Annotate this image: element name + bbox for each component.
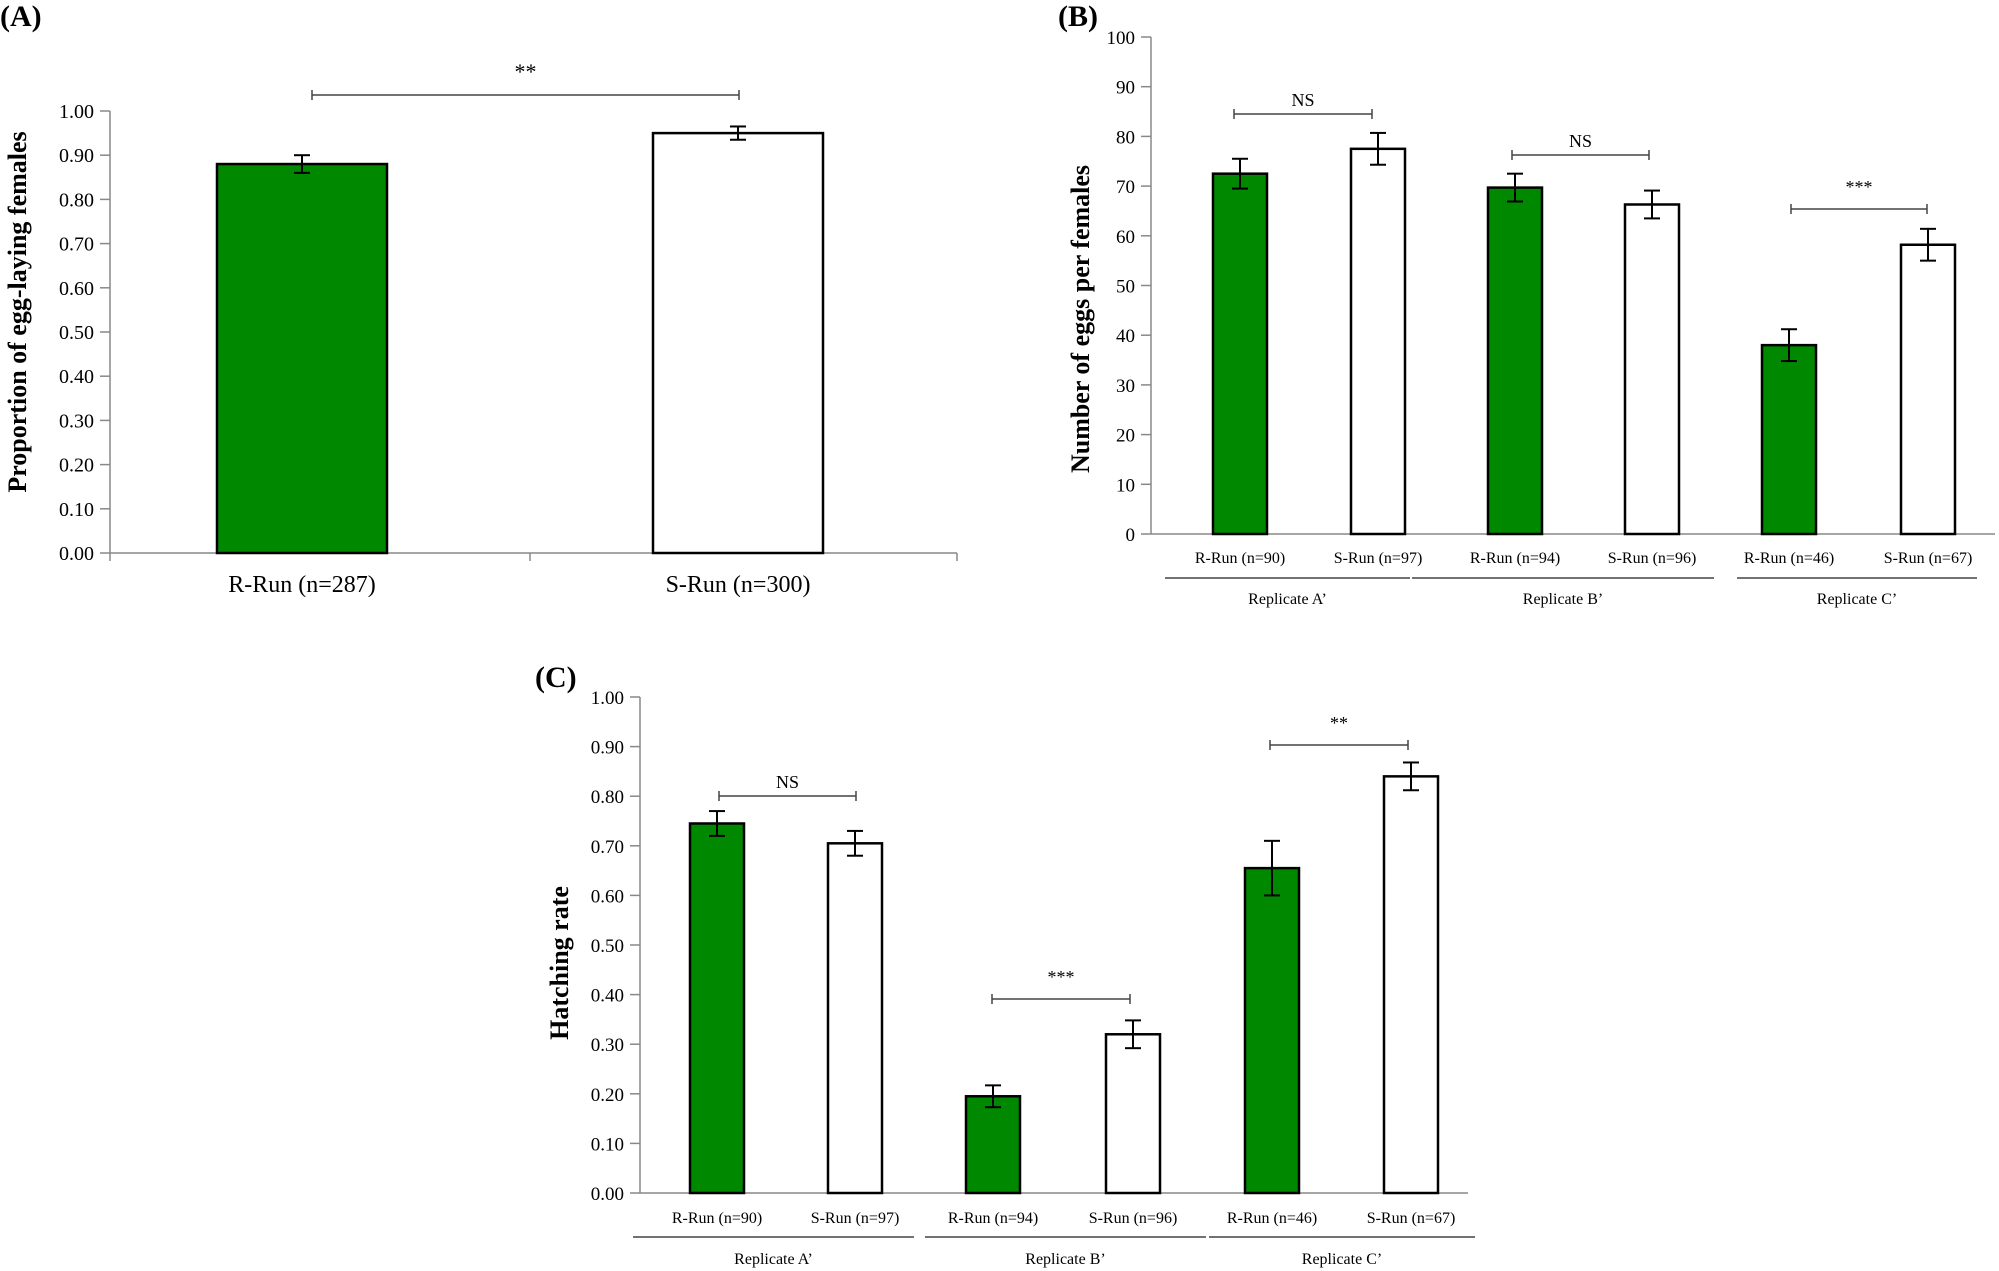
y-tick-label: 0.50 <box>59 322 94 344</box>
group-label: Replicate C’ <box>1302 1251 1382 1268</box>
significance-label: *** <box>1846 177 1873 197</box>
significance-label: NS <box>1569 131 1592 151</box>
y-tick-label: 0.60 <box>59 278 94 300</box>
y-tick-label: 0.30 <box>591 1035 624 1056</box>
x-category-label: R-Run (n=94) <box>1470 550 1560 567</box>
y-tick-label: 0.20 <box>591 1085 624 1106</box>
bar-s-run <box>651 131 825 555</box>
bar-s-run <box>1382 775 1440 1195</box>
x-category-label: S-Run (n=300) <box>666 572 811 598</box>
x-category-label: S-Run (n=97) <box>811 1210 900 1227</box>
bar-r-run <box>964 1095 1022 1195</box>
x-category-label: R-Run (n=46) <box>1227 1210 1317 1227</box>
chart-panel-a: (A) Proportion of egg-laying females 0.0… <box>0 0 958 598</box>
x-category-label: S-Run (n=96) <box>1608 550 1697 567</box>
y-tick-label: 70 <box>1116 177 1135 198</box>
significance-label: ** <box>1330 713 1348 733</box>
y-tick-label: 0 <box>1126 525 1136 546</box>
y-tick-label: 40 <box>1116 326 1135 347</box>
y-tick-label: 0.10 <box>59 499 94 521</box>
y-tick-label: 0.30 <box>59 410 94 432</box>
y-tick-label: 0.00 <box>591 1184 624 1205</box>
y-tick-label: 1.00 <box>591 688 624 709</box>
y-tick-label: 80 <box>1116 127 1135 148</box>
y-tick-label: 0.90 <box>59 145 94 167</box>
y-tick-label: 0.90 <box>591 738 624 759</box>
bar-s-run <box>826 842 884 1195</box>
panel-c-label: (C) <box>535 661 577 694</box>
chart-panel-b: (B) Number of eggs per females 0 10 20 30 40… <box>1058 0 1995 608</box>
y-tick-label: 0.80 <box>59 189 94 211</box>
y-tick-label: 10 <box>1116 475 1135 496</box>
bar-r-run <box>1486 186 1544 536</box>
bar-s-run <box>1349 147 1407 536</box>
y-tick-label: 0.60 <box>591 886 624 907</box>
panel-b-y-axis-label: Number of eggs per females <box>1066 165 1095 473</box>
y-tick-label: 20 <box>1116 426 1135 447</box>
group-label: Replicate C’ <box>1817 591 1897 608</box>
y-tick-label: 0.00 <box>59 543 94 565</box>
panel-c-y-axis-label: Hatching rate <box>545 886 574 1040</box>
significance-label: NS <box>776 772 799 792</box>
y-tick-label: 0.70 <box>59 234 94 256</box>
panel-a-label: (A) <box>0 0 42 33</box>
y-tick-label: 1.00 <box>59 101 94 123</box>
x-category-label: R-Run (n=46) <box>1744 550 1834 567</box>
y-tick-label: 100 <box>1107 28 1136 49</box>
bar-r-run <box>688 822 746 1195</box>
x-category-label: R-Run (n=287) <box>228 572 376 598</box>
significance-label: NS <box>1291 90 1314 110</box>
x-category-label: S-Run (n=67) <box>1367 1210 1456 1227</box>
significance-label: *** <box>1048 967 1075 987</box>
y-tick-label: 0.10 <box>591 1134 624 1155</box>
x-category-label: S-Run (n=96) <box>1089 1210 1178 1227</box>
panel-b-label: (B) <box>1058 0 1098 33</box>
y-tick-label: 0.80 <box>591 787 624 808</box>
x-category-label: S-Run (n=67) <box>1884 550 1973 567</box>
y-tick-label: 60 <box>1116 227 1135 248</box>
x-category-label: S-Run (n=97) <box>1334 550 1423 567</box>
x-category-label: R-Run (n=90) <box>1195 550 1285 567</box>
bar-r-run <box>215 162 389 555</box>
bar-s-run <box>1104 1033 1162 1195</box>
bar-r-run <box>1760 343 1818 536</box>
significance-label: ** <box>515 59 537 84</box>
bar-s-run <box>1623 203 1681 536</box>
x-category-label: R-Run (n=90) <box>672 1210 762 1227</box>
group-label: Replicate A’ <box>734 1251 813 1268</box>
y-tick-label: 90 <box>1116 78 1135 99</box>
y-tick-label: 0.40 <box>591 986 624 1007</box>
group-label: Replicate A’ <box>1248 591 1327 608</box>
y-tick-label: 0.20 <box>59 455 94 477</box>
y-tick-label: 50 <box>1116 277 1135 298</box>
y-tick-label: 0.50 <box>591 936 624 957</box>
group-label: Replicate B’ <box>1025 1251 1105 1268</box>
bar-r-run <box>1243 866 1301 1195</box>
bar-s-run <box>1899 243 1957 536</box>
bar-r-run <box>1211 172 1269 536</box>
chart-panel-c: (C) Hatching rate 0.00 0.10 0.20 0.30 0.40 0.… <box>535 661 1475 1268</box>
y-tick-label: 30 <box>1116 376 1135 397</box>
y-tick-label: 0.40 <box>59 366 94 388</box>
y-tick-label: 0.70 <box>591 837 624 858</box>
x-category-label: R-Run (n=94) <box>948 1210 1038 1227</box>
group-label: Replicate B’ <box>1523 591 1603 608</box>
panel-a-y-axis-label: Proportion of egg-laying females <box>3 131 32 492</box>
